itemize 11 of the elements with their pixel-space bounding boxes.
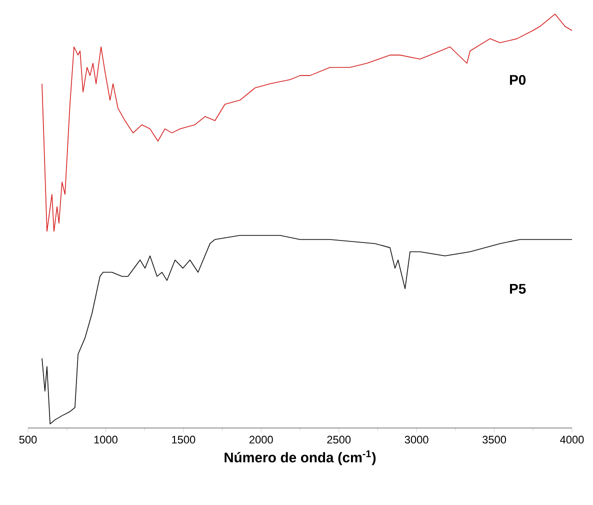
text: P0 — [510, 74, 526, 85]
x-axis-title: Número de onda (cm$^{-1}$) — [224, 450, 376, 466]
x-tick-label: 2500 — [327, 436, 351, 444]
x-tick-label: 2000 — [250, 436, 273, 444]
x-tick-label: 500 — [19, 436, 37, 444]
x-tick-label: 3500 — [482, 436, 506, 444]
x-tick-label: 4000 — [560, 436, 584, 444]
x-tick-label: 1000 — [94, 436, 118, 444]
text: P5 — [510, 284, 526, 294]
x-tick-label: 1500 — [172, 436, 196, 444]
x-tick-label: 3000 — [404, 436, 428, 444]
